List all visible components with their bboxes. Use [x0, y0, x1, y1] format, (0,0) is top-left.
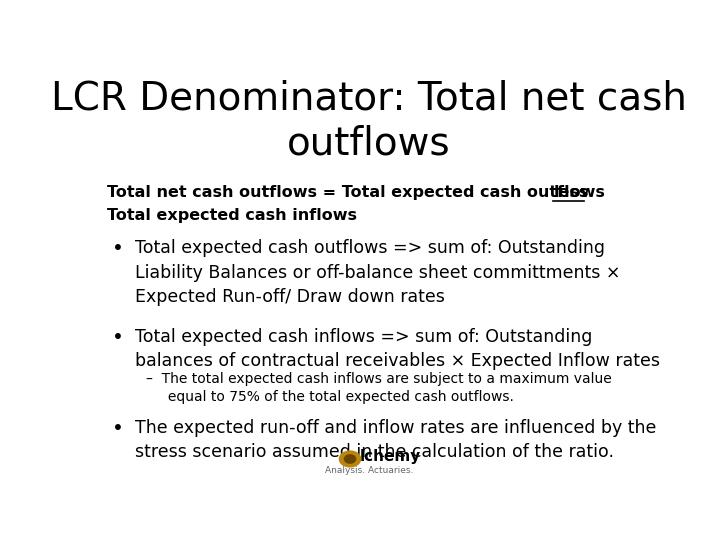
- Circle shape: [344, 455, 356, 463]
- Text: •: •: [112, 239, 124, 259]
- Text: Total net cash outflows = Total expected cash outflows: Total net cash outflows = Total expected…: [107, 185, 611, 200]
- Text: Total expected cash inflows: Total expected cash inflows: [107, 208, 356, 223]
- Text: The expected run-off and inflow rates are influenced by the
stress scenario assu: The expected run-off and inflow rates ar…: [135, 419, 656, 461]
- Text: •: •: [112, 328, 124, 347]
- Text: Total expected cash inflows => sum of: Outstanding
balances of contractual recei: Total expected cash inflows => sum of: O…: [135, 328, 660, 370]
- Text: Analysis. Actuaries.: Analysis. Actuaries.: [325, 466, 413, 475]
- Text: lchemy: lchemy: [360, 449, 421, 464]
- Text: less: less: [553, 185, 588, 200]
- Text: –  The total expected cash inflows are subject to a maximum value
     equal to : – The total expected cash inflows are su…: [145, 372, 611, 404]
- Text: Total expected cash outflows => sum of: Outstanding
Liability Balances or off-ba: Total expected cash outflows => sum of: …: [135, 239, 620, 306]
- Text: LCR Denominator: Total net cash
outflows: LCR Denominator: Total net cash outflows: [51, 79, 687, 163]
- Text: •: •: [112, 419, 124, 438]
- Circle shape: [339, 451, 361, 467]
